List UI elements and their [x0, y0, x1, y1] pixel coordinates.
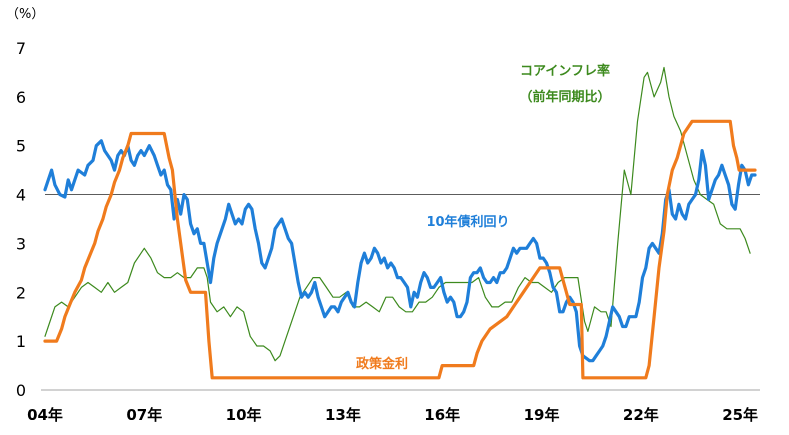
annotation-core-inflation-yoy: （前年同期比） — [519, 89, 610, 105]
core-inflation-line — [44, 66, 751, 362]
x-tick-label: 04年 — [27, 406, 63, 424]
x-tick-label: 10年 — [226, 406, 262, 424]
x-tick-label: 16年 — [424, 406, 460, 424]
y-tick-label: 6 — [16, 88, 26, 107]
annotation-policy-rate: 政策金利 — [356, 356, 408, 372]
x-axis-ticks: 04年 07年 10年 13年 16年 19年 22年 25年 — [27, 406, 758, 424]
y-tick-label: 5 — [16, 137, 26, 156]
y-tick-label: 1 — [16, 332, 26, 351]
y-tick-label: 7 — [16, 39, 26, 58]
annotation-core-inflation: コアインフレ率 — [520, 63, 610, 79]
y-tick-label: 3 — [16, 234, 26, 253]
x-tick-label: 25年 — [722, 406, 758, 424]
y-tick-label: 0 — [16, 381, 26, 400]
x-tick-label: 07年 — [126, 406, 162, 424]
y-tick-label: 2 — [16, 283, 26, 302]
x-tick-label: 22年 — [623, 406, 659, 424]
x-tick-label: 19年 — [524, 406, 560, 424]
y-axis-ticks: 0 1 2 3 4 5 6 7 — [16, 39, 26, 400]
x-tick-label: 13年 — [325, 406, 361, 424]
policy-rate-line — [43, 119, 757, 380]
series-lines — [43, 66, 757, 380]
annotation-10y-yield: 10年債利回り — [426, 214, 509, 230]
ten-year-yield-line — [43, 139, 757, 363]
y-axis-unit-label: （%） — [6, 7, 44, 22]
y-tick-label: 4 — [16, 186, 26, 205]
